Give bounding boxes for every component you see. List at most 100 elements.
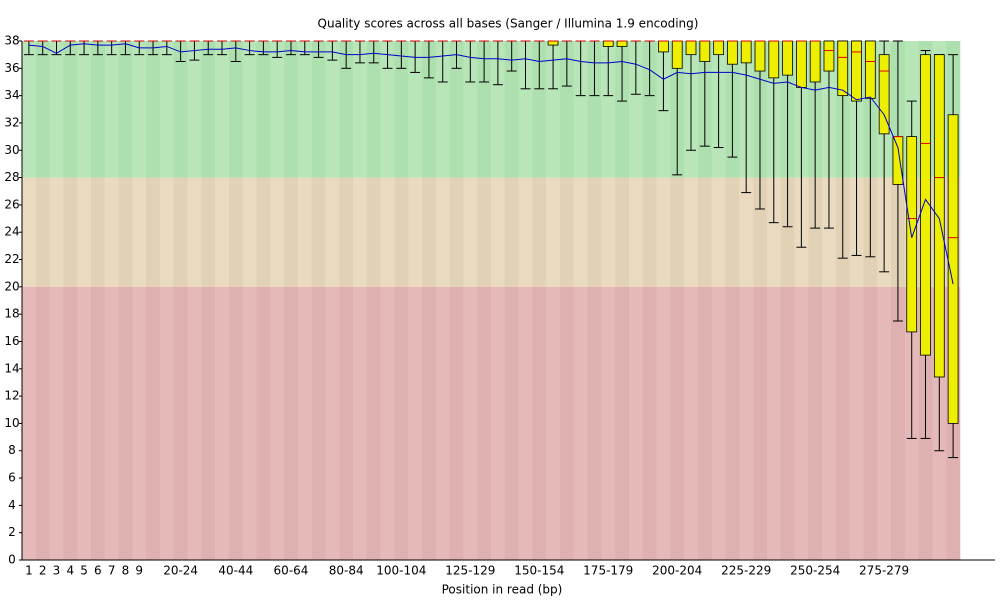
box bbox=[823, 40, 835, 72]
quality-band bbox=[215, 286, 230, 560]
quality-band bbox=[670, 286, 685, 560]
quality-band bbox=[297, 286, 312, 560]
x-tick-label: 5 bbox=[80, 564, 88, 578]
x-tick-label: 9 bbox=[135, 564, 143, 578]
x-tick-label: 20-24 bbox=[163, 564, 198, 578]
quality-band bbox=[49, 286, 64, 560]
quality-band bbox=[394, 286, 409, 560]
quality-band bbox=[532, 177, 547, 287]
quality-band bbox=[325, 286, 340, 560]
y-tick-label: 28 bbox=[4, 170, 19, 184]
quality-band bbox=[353, 177, 368, 287]
quality-band bbox=[504, 286, 519, 560]
quality-band bbox=[284, 286, 299, 560]
quality-band bbox=[684, 286, 699, 560]
quality-band bbox=[697, 286, 713, 560]
quality-band bbox=[559, 286, 575, 560]
y-tick-label: 10 bbox=[4, 416, 19, 430]
quality-band bbox=[559, 41, 575, 178]
quality-band bbox=[270, 177, 285, 287]
x-tick-label: 60-64 bbox=[274, 564, 309, 578]
quality-band bbox=[311, 41, 326, 178]
x-tick-label: 2 bbox=[39, 564, 47, 578]
quality-band bbox=[711, 286, 726, 560]
quality-band bbox=[532, 41, 547, 178]
x-tick-label: 7 bbox=[108, 564, 116, 578]
quality-band bbox=[656, 177, 671, 287]
quality-band bbox=[242, 286, 257, 560]
box bbox=[851, 40, 862, 102]
quality-band bbox=[463, 41, 478, 178]
quality-band bbox=[628, 286, 644, 560]
quality-band bbox=[587, 286, 602, 560]
quality-band bbox=[311, 177, 326, 287]
y-tick-label: 12 bbox=[4, 389, 19, 403]
quality-band bbox=[146, 41, 161, 178]
quality-band bbox=[311, 286, 326, 560]
box bbox=[920, 54, 931, 356]
quality-band bbox=[780, 177, 795, 287]
quality-band bbox=[670, 177, 685, 287]
quality-band bbox=[532, 286, 547, 560]
y-tick-label: 22 bbox=[4, 252, 19, 266]
box bbox=[933, 54, 945, 378]
x-tick-label: 125-129 bbox=[445, 564, 495, 578]
box bbox=[685, 40, 697, 56]
quality-band bbox=[877, 286, 892, 560]
quality-band bbox=[173, 41, 188, 178]
quality-band bbox=[615, 41, 630, 178]
x-tick-label: 200-204 bbox=[652, 564, 702, 578]
quality-band bbox=[297, 177, 312, 287]
quality-band bbox=[491, 41, 506, 178]
quality-band bbox=[49, 177, 64, 287]
y-tick-label: 8 bbox=[8, 443, 16, 457]
quality-band bbox=[104, 177, 119, 287]
box bbox=[740, 40, 752, 64]
x-tick-label: 3 bbox=[53, 564, 61, 578]
quality-band bbox=[559, 177, 575, 287]
y-tick-label: 36 bbox=[4, 61, 19, 75]
quality-band bbox=[353, 41, 368, 178]
quality-band bbox=[822, 177, 837, 287]
quality-band bbox=[808, 177, 823, 287]
y-tick-label: 24 bbox=[4, 225, 19, 239]
quality-band bbox=[380, 286, 395, 560]
quality-band bbox=[435, 177, 450, 287]
quality-band bbox=[77, 41, 92, 178]
quality-band bbox=[132, 177, 147, 287]
x-axis-label: Position in read (bp) bbox=[442, 583, 563, 597]
quality-band bbox=[849, 286, 864, 560]
quality-band bbox=[35, 286, 50, 560]
quality-band bbox=[394, 177, 409, 287]
x-tick-label: 150-154 bbox=[514, 564, 564, 578]
quality-band bbox=[711, 177, 726, 287]
quality-band bbox=[835, 286, 850, 560]
quality-band bbox=[518, 286, 533, 560]
quality-band bbox=[504, 41, 519, 178]
quality-band bbox=[63, 177, 78, 287]
quality-band bbox=[215, 41, 230, 178]
quality-band bbox=[146, 286, 161, 560]
quality-band bbox=[491, 286, 506, 560]
quality-band bbox=[242, 177, 257, 287]
mean-line bbox=[28, 43, 954, 285]
quality-band bbox=[408, 41, 423, 178]
x-tick-label: 4 bbox=[66, 564, 74, 578]
quality-band bbox=[380, 41, 395, 178]
quality-band bbox=[256, 177, 271, 287]
quality-band bbox=[187, 41, 202, 178]
quality-band bbox=[656, 286, 671, 560]
box bbox=[809, 40, 821, 83]
x-tick-label: 1 bbox=[25, 564, 33, 578]
quality-band bbox=[794, 286, 809, 560]
quality-band bbox=[325, 41, 340, 178]
quality-band bbox=[491, 177, 506, 287]
quality-band bbox=[449, 286, 464, 560]
quality-band bbox=[366, 41, 381, 178]
quality-band bbox=[173, 177, 188, 287]
quality-band bbox=[601, 177, 616, 287]
box bbox=[878, 54, 890, 135]
quality-band bbox=[697, 177, 713, 287]
quality-band bbox=[725, 177, 740, 287]
quality-band bbox=[228, 286, 244, 560]
